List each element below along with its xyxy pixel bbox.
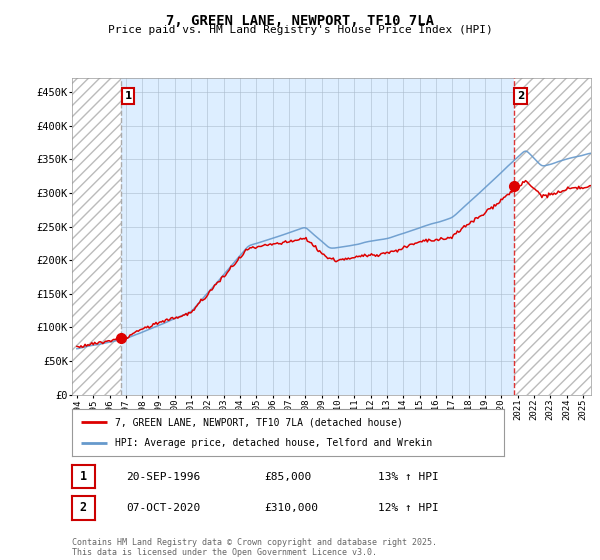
Text: 07-OCT-2020: 07-OCT-2020 [126,503,200,513]
Bar [72,78,121,395]
Bar [514,78,591,395]
Text: 7, GREEN LANE, NEWPORT, TF10 7LA: 7, GREEN LANE, NEWPORT, TF10 7LA [166,14,434,28]
Text: Price paid vs. HM Land Registry's House Price Index (HPI): Price paid vs. HM Land Registry's House … [107,25,493,35]
Text: 13% ↑ HPI: 13% ↑ HPI [378,472,439,482]
Text: £85,000: £85,000 [264,472,311,482]
Text: Contains HM Land Registry data © Crown copyright and database right 2025.
This d: Contains HM Land Registry data © Crown c… [72,538,437,557]
Text: 20-SEP-1996: 20-SEP-1996 [126,472,200,482]
Text: 1: 1 [125,91,132,101]
Text: 12% ↑ HPI: 12% ↑ HPI [378,503,439,513]
Text: 2: 2 [517,91,524,101]
Text: 2: 2 [80,501,87,515]
Text: 7, GREEN LANE, NEWPORT, TF10 7LA (detached house): 7, GREEN LANE, NEWPORT, TF10 7LA (detach… [115,417,403,427]
Text: £310,000: £310,000 [264,503,318,513]
Text: 1: 1 [80,470,87,483]
Text: HPI: Average price, detached house, Telford and Wrekin: HPI: Average price, detached house, Telf… [115,438,433,448]
